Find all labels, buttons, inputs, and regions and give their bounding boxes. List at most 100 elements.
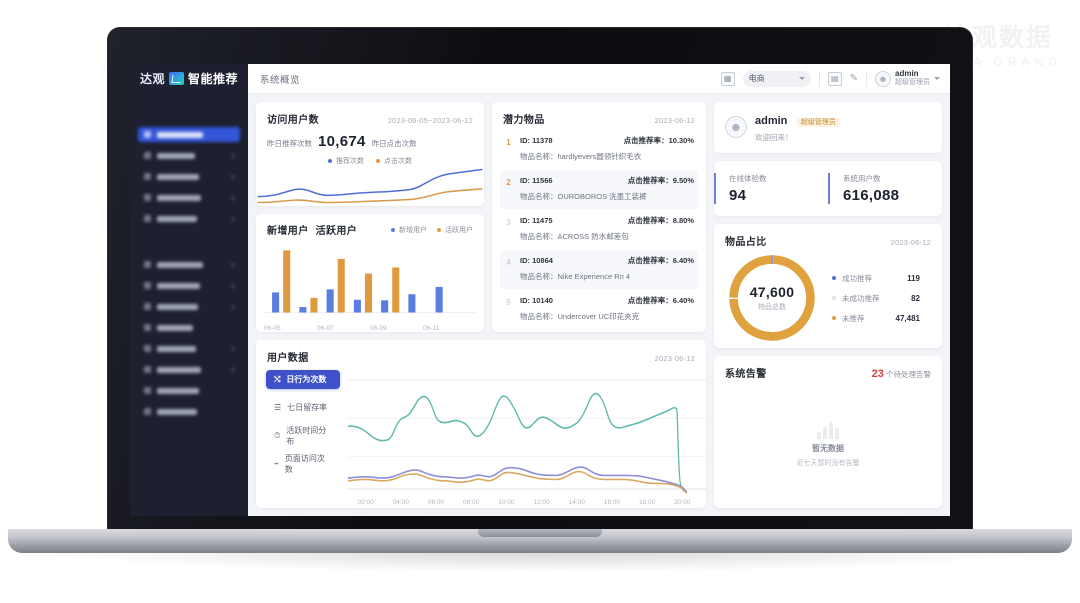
- x-tick: 12:00: [533, 499, 550, 506]
- tab-active-time-distribution[interactable]: ⏱ 活跃时间分布: [266, 426, 340, 446]
- kpi-label-recommend: 昨日推荐次数: [267, 139, 312, 148]
- welcome-user-name: admin: [755, 115, 788, 127]
- scene-select-value: 电商: [748, 74, 765, 83]
- list-item[interactable]: 3 ID: 11475 点击推荐率：8.80% 物品名称：ACROSS 防水邮差…: [500, 210, 698, 249]
- ratio-legend-unrecommended: 未推荐 47,481: [832, 313, 932, 324]
- user-data-title: 用户数据: [267, 353, 309, 364]
- user-name: admin: [895, 69, 919, 79]
- line-series-orange: [348, 470, 688, 494]
- bar-new-0610: [408, 294, 416, 313]
- tab-page-visits[interactable]: ⌁ 页面访问次数: [266, 454, 340, 474]
- item-rank: 1: [506, 138, 511, 147]
- stat-value: 94: [729, 187, 747, 204]
- bar-active-0606: [310, 297, 318, 313]
- bar-new-0606: [299, 307, 307, 313]
- item-name: 物品名称：ACROSS 防水邮差包: [520, 232, 629, 241]
- sidebar-item-3[interactable]: [138, 169, 240, 184]
- sidebar-item-9[interactable]: [138, 320, 240, 335]
- sidebar-item-11[interactable]: [138, 362, 240, 377]
- app-screen: 达观 智能推荐 系统概览 ▦ 电商 ▤ ✎ ☻: [130, 64, 950, 516]
- item-rank: 5: [506, 298, 511, 307]
- document-icon[interactable]: ▤: [827, 71, 842, 86]
- chevron-down-icon: [934, 77, 940, 80]
- grid-icon[interactable]: ▦: [720, 71, 735, 86]
- ratio-card-header: 物品占比 2023-06-12: [714, 224, 942, 248]
- legend-label: 未成功推荐: [842, 293, 880, 303]
- chevron-right-icon: [229, 194, 235, 201]
- legend-label: 新增用户: [399, 226, 427, 234]
- item-name: 物品名称：Nike Experience Rn 4: [520, 272, 631, 281]
- stat-label: 系统用户数: [843, 174, 881, 183]
- legend-recommend: 推荐次数: [328, 156, 364, 166]
- list-item[interactable]: 2 ID: 11566 点击推荐率：9.50% 物品名称：OUROBOROS 洗…: [500, 170, 698, 209]
- list-item[interactable]: 5 ID: 10140 点击推荐率：6.40% 物品名称：Undercover …: [500, 290, 698, 329]
- sidebar-item-5[interactable]: [138, 211, 240, 226]
- chevron-right-icon: [229, 282, 235, 289]
- sidebar-item-label: [157, 282, 200, 289]
- main-content: 访问用户数 2023-06-05~2023-06-12 昨日推荐次数 10,67…: [248, 94, 950, 516]
- menu-icon: [144, 173, 151, 180]
- stacked-left-cards: 访问用户数 2023-06-05~2023-06-12 昨日推荐次数 10,67…: [256, 102, 484, 332]
- legend-value: 47,481: [895, 313, 920, 323]
- x-tick: 10:00: [498, 499, 515, 506]
- sidebar-item-12[interactable]: [138, 383, 240, 398]
- visit-card-date-range: 2023-06-05~2023-06-12: [387, 116, 473, 125]
- item-id: ID: 10140: [520, 296, 553, 305]
- bar-active-0608: [364, 273, 373, 313]
- list-item[interactable]: 1 ID: 11378 点击推荐率：10.30% 物品名称：hardlyever…: [500, 130, 698, 169]
- legend-dot-icon: [832, 296, 836, 300]
- chevron-down-icon: [798, 77, 805, 80]
- item-rate: 点击推荐率：6.40%: [627, 256, 694, 265]
- ratio-card-date: 2023-06-12: [890, 238, 931, 247]
- tab-daily-behavior[interactable]: ⤭ 日行为次数: [266, 370, 340, 389]
- bar-new-0611: [435, 286, 443, 313]
- item-ratio-card: 物品占比 2023-06-12 47,: [714, 224, 942, 348]
- line-series-purple: [348, 466, 688, 493]
- kpi-label-click: 昨日点击次数: [371, 139, 417, 148]
- pencil-icon[interactable]: ✎: [849, 73, 858, 84]
- x-tick: 20:00: [674, 499, 691, 506]
- visit-legend: 推荐次数 点击次数: [256, 150, 484, 166]
- sidebar-item-2[interactable]: [138, 148, 240, 163]
- sidebar-group-label: [130, 102, 248, 121]
- user-data-body: ⤭ 日行为次数 ☰ 七日留存率 ⏱ 活跃时间分布: [256, 364, 706, 508]
- donut-center: 47,600 物品总数: [724, 250, 820, 346]
- user-menu[interactable]: ☻ admin 超级管理员: [875, 69, 940, 88]
- scene-select[interactable]: 电商: [742, 70, 811, 87]
- brand-name: 达观: [140, 72, 166, 86]
- sidebar-item-overview[interactable]: [138, 127, 240, 142]
- sidebar-item-label: [157, 324, 193, 331]
- sidebar-item-4[interactable]: [138, 190, 240, 205]
- divider: [818, 70, 820, 87]
- sidebar-item-10[interactable]: [138, 341, 240, 356]
- laptop-notch: [478, 529, 602, 537]
- tab-seven-day-retention[interactable]: ☰ 七日留存率: [266, 398, 340, 417]
- sidebar-item-8[interactable]: [138, 299, 240, 314]
- sidebar-item-13[interactable]: [138, 404, 240, 419]
- bars-icon: ☰: [274, 403, 282, 412]
- sidebar-item-6[interactable]: [138, 257, 240, 272]
- welcome-name-row: admin 超级管理员: [755, 111, 840, 129]
- top-row: 访问用户数 2023-06-05~2023-06-12 昨日推荐次数 10,67…: [256, 102, 706, 332]
- brand-logo[interactable]: 达观 智能推荐: [130, 64, 248, 94]
- line-series-teal: [348, 392, 688, 493]
- new-active-bar-chart: 06-05 06-07 06-09 06-11: [256, 237, 484, 332]
- ratio-legend-failed: 未成功推荐 82: [832, 293, 932, 304]
- top-bar: 达观 智能推荐 系统概览 ▦ 电商 ▤ ✎ ☻: [130, 64, 950, 94]
- alert-card-header: 系统告警 23 个待处理告警: [714, 356, 942, 380]
- page-title-text: 系统概览: [260, 74, 301, 86]
- bar-new-0607: [326, 289, 334, 313]
- sidebar-item-label: [157, 345, 196, 352]
- legend-dot-icon: [391, 227, 395, 232]
- x-tick: 08:00: [463, 499, 480, 506]
- alert-empty-state: 暂无数据 近七天暂时没有告警: [714, 380, 942, 508]
- user-data-date: 2023-06-12: [654, 354, 695, 363]
- sidebar-item-label: [157, 152, 195, 159]
- items-list: 1 ID: 11378 点击推荐率：10.30% 物品名称：hardlyever…: [492, 126, 706, 332]
- avatar-icon: ☻: [725, 116, 747, 138]
- list-item[interactable]: 4 ID: 10864 点击推荐率：6.40% 物品名称：Nike Experi…: [500, 250, 698, 289]
- sidebar-item-7[interactable]: [138, 278, 240, 293]
- user-data-line-chart: 02:00 04:00 06:00 08:00 10:00 12:00 14:0…: [348, 364, 706, 508]
- item-name: 物品名称：OUROBOROS 洗墨工装裤: [520, 192, 647, 201]
- menu-icon: [144, 324, 151, 331]
